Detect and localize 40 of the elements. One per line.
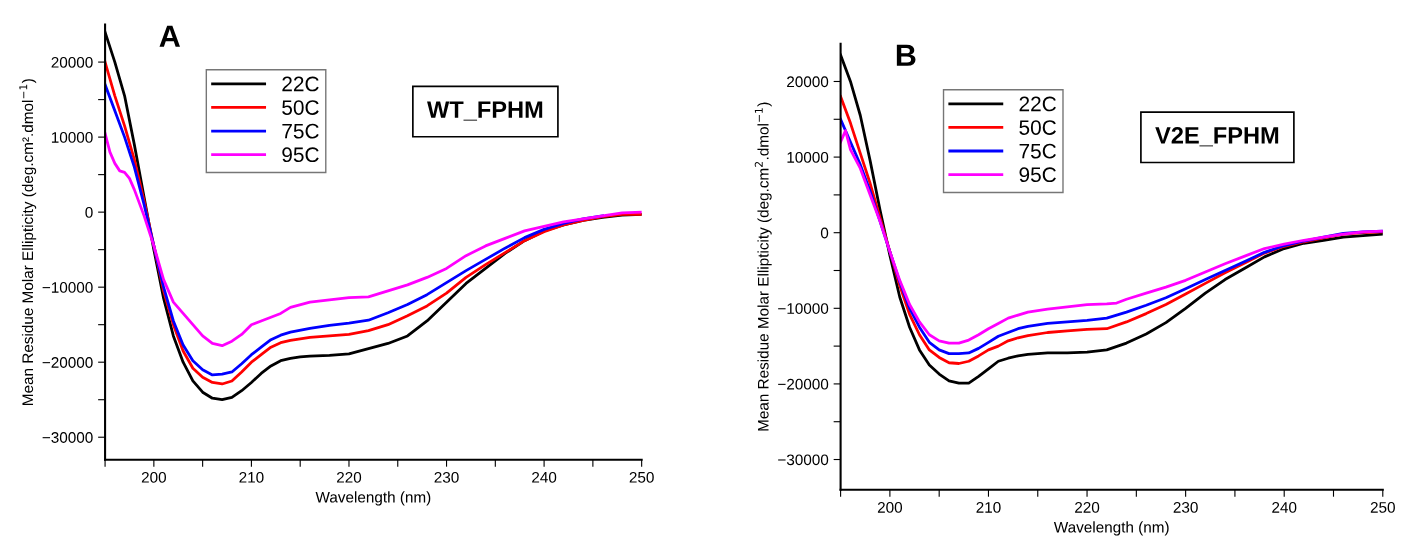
chart-title: B bbox=[896, 44, 916, 66]
x-tick-label: 250 bbox=[629, 471, 654, 483]
y-tick-label: 20000 bbox=[51, 56, 93, 68]
x-axis-title: Wavelength (nm) bbox=[1053, 521, 1169, 536]
x-tick-label: 220 bbox=[337, 471, 362, 483]
legend-label: 95C bbox=[1019, 167, 1056, 183]
y-tick-label: −10000 bbox=[778, 303, 829, 314]
annotation: V2E_FPHM bbox=[1155, 126, 1279, 147]
y-tick-label: 20000 bbox=[787, 76, 829, 88]
y-tick-label: −20000 bbox=[778, 378, 829, 390]
legend-label: 50C bbox=[1019, 120, 1056, 135]
legend-label: 50C bbox=[282, 100, 319, 115]
y-tick-label: −30000 bbox=[778, 454, 829, 466]
legend-label: 22C bbox=[282, 76, 319, 92]
x-tick-label: 210 bbox=[976, 501, 1001, 513]
legend-label: 75C bbox=[1019, 143, 1056, 159]
y-tick-label: −10000 bbox=[42, 282, 93, 293]
x-tick-label: 230 bbox=[434, 471, 459, 483]
y-axis-title: Mean Residue Molar Ellipticity (deg.cm$^{2}$.dmol$^{−1}$) bbox=[754, 102, 772, 431]
x-tick-label: 240 bbox=[532, 471, 557, 483]
x-tick-label: 200 bbox=[877, 501, 903, 513]
x-tick-label: 200 bbox=[141, 471, 166, 483]
x-tick-label: 230 bbox=[1173, 501, 1198, 513]
annotation: WT_FPHM bbox=[427, 101, 543, 121]
legend-label: 75C bbox=[282, 123, 319, 139]
y-tick-label: 10000 bbox=[787, 151, 829, 163]
x-tick-label: 250 bbox=[1370, 501, 1395, 513]
y-tick-label: 0 bbox=[85, 207, 93, 218]
y-tick-label: −20000 bbox=[42, 357, 93, 368]
x-tick-label: 240 bbox=[1272, 501, 1297, 513]
chart-title: A bbox=[159, 25, 180, 47]
x-tick-label: 220 bbox=[1075, 501, 1100, 513]
y-tick-label: 0 bbox=[820, 227, 829, 239]
legend-label: 22C bbox=[1019, 96, 1056, 112]
y-tick-label: 10000 bbox=[51, 131, 93, 143]
x-tick-label: 210 bbox=[239, 471, 264, 483]
legend-label: 95C bbox=[282, 147, 319, 163]
y-tick-label: −30000 bbox=[42, 432, 93, 443]
y-axis-title: Mean Residue Molar Ellipticity (deg.cm².dmol$^{−1}$) bbox=[19, 79, 37, 405]
x-axis-title: Wavelength (nm) bbox=[315, 491, 431, 506]
